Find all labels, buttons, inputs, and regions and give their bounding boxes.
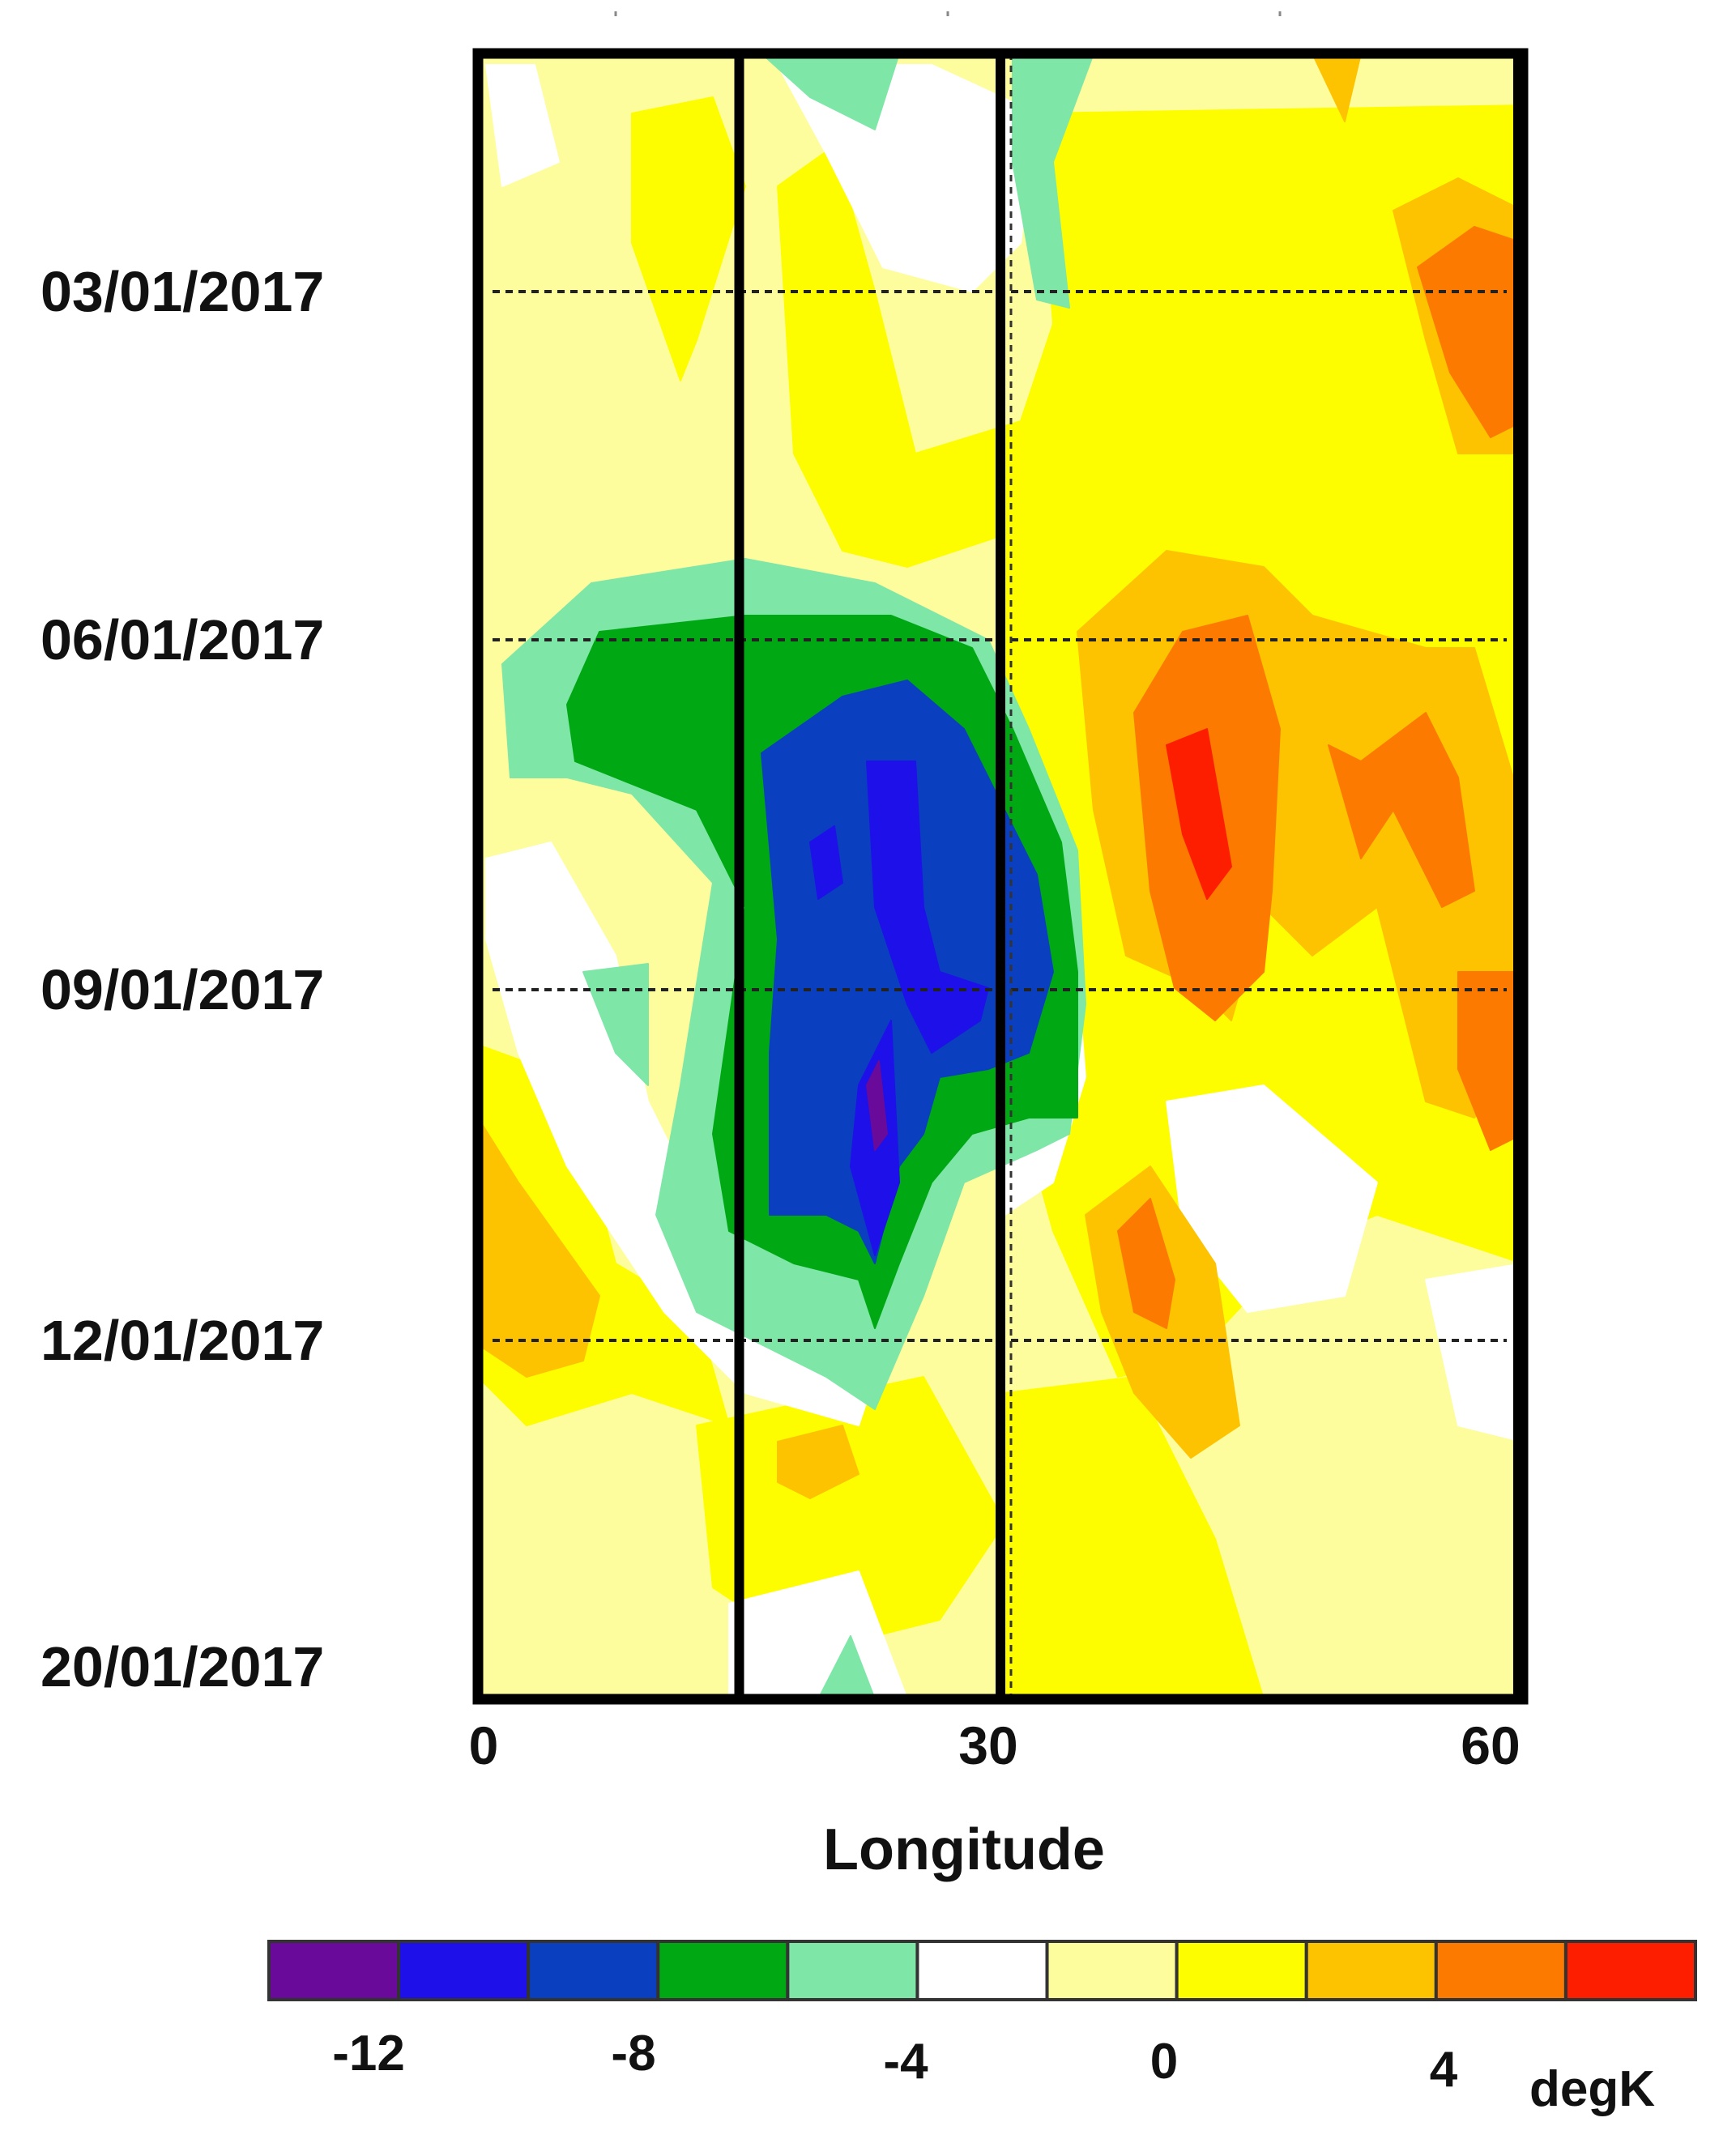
red-core xyxy=(1166,728,1232,900)
coldest-core xyxy=(866,1060,888,1151)
date-label: 09/01/2017 xyxy=(41,958,324,1021)
colorbar-swatch xyxy=(1045,1940,1179,2001)
orange-east-mid-2 xyxy=(1328,712,1475,908)
colorbar-tick-label: -4 xyxy=(883,2034,928,2090)
date-label: 12/01/2017 xyxy=(41,1309,324,1372)
colorbar-units-label: degK xyxy=(1529,2061,1655,2117)
colorbar-swatch xyxy=(915,1940,1049,2001)
orange-ne xyxy=(1417,226,1523,438)
lightgreen-bottom xyxy=(817,1635,876,1699)
white-nw xyxy=(485,64,560,187)
colorbar-tick-labels: -12 -8 -4 0 4 xyxy=(332,2026,1458,2098)
colorbar-tick-label: 0 xyxy=(1150,2034,1178,2090)
colorbar xyxy=(267,1940,1697,2001)
yellow-south xyxy=(696,1376,1005,1653)
colorbar-tick-label: 4 xyxy=(1430,2042,1458,2098)
colorbar-swatch xyxy=(1563,1940,1697,2001)
orange-south xyxy=(1117,1198,1175,1329)
x-tick-label: 30 xyxy=(958,1715,1017,1775)
orange-yellow-west xyxy=(478,1117,600,1378)
orange-yellow-north xyxy=(1312,53,1362,122)
lightgreen-top xyxy=(761,53,900,130)
colorbar-swatch xyxy=(397,1940,531,2001)
orange-east-low xyxy=(1457,971,1523,1151)
lightgreen-top-2 xyxy=(1012,53,1094,309)
date-labels: 03/01/2017 06/01/2017 09/01/2017 12/01/2017… xyxy=(41,260,324,1698)
deep-blue-core-2 xyxy=(809,825,843,900)
date-label: 03/01/2017 xyxy=(41,260,324,323)
yellow-band-top xyxy=(631,96,746,381)
colorbar-swatch xyxy=(786,1940,919,2001)
orange-yellow-south-2 xyxy=(777,1425,859,1499)
deep-blue-core-1 xyxy=(866,761,989,1054)
lightgreen-small xyxy=(582,963,649,1086)
yellow-upper-mid xyxy=(777,104,1523,568)
colorbar-tick-label: -12 xyxy=(332,2026,405,2081)
colorbar-swatch xyxy=(527,1940,660,2001)
colorbar-swatch xyxy=(1434,1940,1568,2001)
colorbar-swatch xyxy=(267,1940,401,2001)
colorbar-swatch xyxy=(656,1940,790,2001)
colorbar-tick-label: -8 xyxy=(611,2026,655,2081)
date-label: 20/01/2017 xyxy=(41,1635,324,1698)
white-east-edge xyxy=(1425,1263,1523,1442)
colorbar-swatch xyxy=(1175,1940,1308,2001)
date-label: 06/01/2017 xyxy=(41,608,324,671)
x-tick-label: 60 xyxy=(1461,1715,1520,1775)
plot-frame xyxy=(472,48,1529,1705)
x-axis-title: Longitude xyxy=(823,1817,1105,1882)
x-tick-label: 0 xyxy=(469,1715,499,1775)
x-tick-labels: 0 30 60 xyxy=(469,11,1521,1775)
colorbar-swatch xyxy=(1304,1940,1438,2001)
